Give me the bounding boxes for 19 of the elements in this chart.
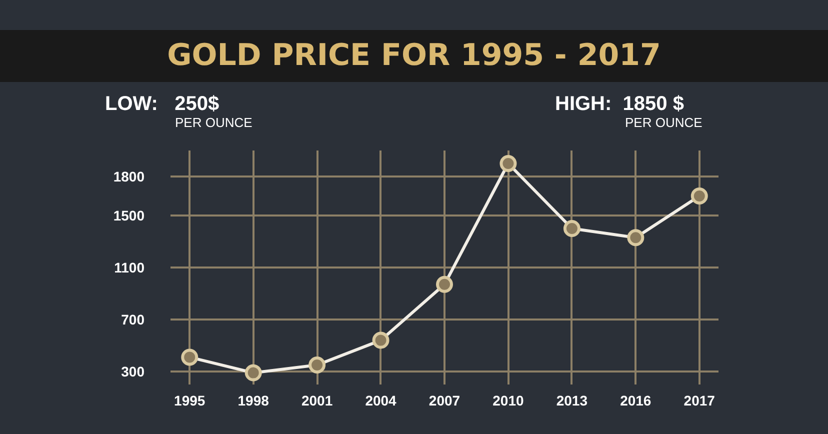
x-tick-label: 1998 <box>238 392 270 408</box>
x-tick-label: 2017 <box>684 392 716 408</box>
text: PER OUNCE <box>175 114 252 132</box>
x-tick-label: 2001 <box>301 392 333 408</box>
x-tick-label: 2013 <box>556 392 588 408</box>
x-tick-label: 1995 <box>174 392 206 408</box>
text: LOW: 250$ <box>105 92 220 117</box>
x-tick-label: 2016 <box>620 392 652 408</box>
chart-title: GOLD PRICE FOR 1995 - 2017 <box>0 30 828 82</box>
text: PER OUNCE <box>625 114 702 132</box>
x-tick-label: 2010 <box>492 392 524 408</box>
y-tick-label: 1500 <box>113 208 145 224</box>
y-tick-label: 700 <box>121 312 145 328</box>
y-tick-label: 1100 <box>114 260 145 276</box>
text: HIGH: 1850 $ <box>555 92 684 117</box>
x-tick-label: 2007 <box>428 392 460 408</box>
y-tick-label: 1800 <box>113 168 145 184</box>
y-tick-label: 300 <box>121 364 145 380</box>
x-tick-label: 2004 <box>365 392 397 408</box>
